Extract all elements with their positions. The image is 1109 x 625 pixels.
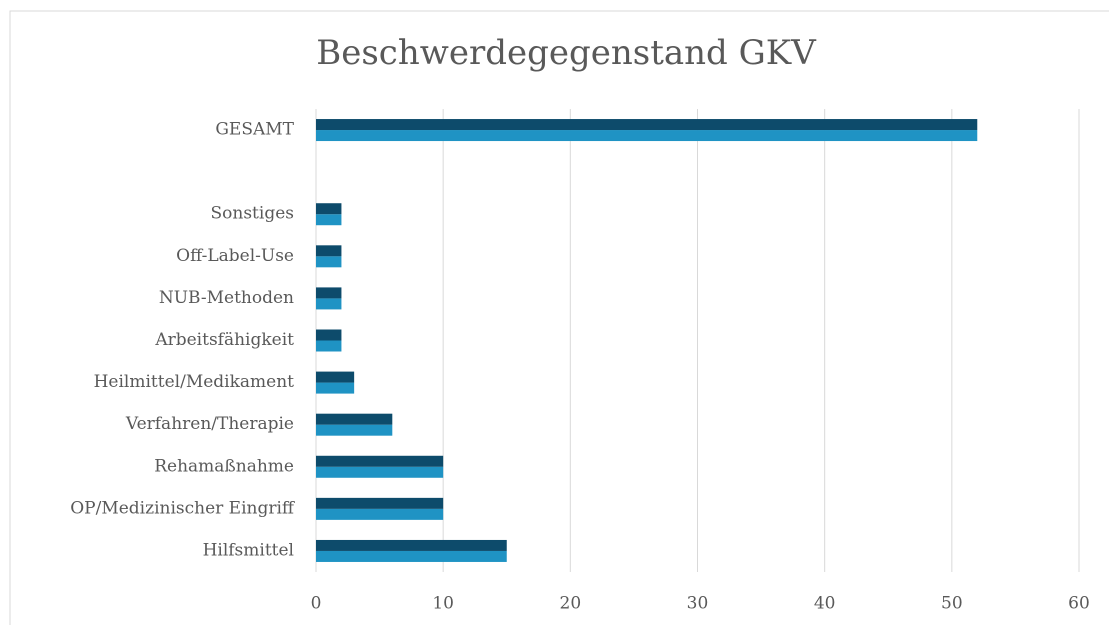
bar: [316, 382, 355, 394]
x-tick-label: 0: [311, 594, 322, 614]
bar: [316, 539, 507, 551]
x-tick-label: 60: [1068, 594, 1090, 614]
y-tick-label: Verfahren/Therapie: [125, 414, 294, 434]
bar: [316, 329, 342, 341]
bar: [316, 371, 355, 383]
bar: [316, 287, 342, 299]
y-tick-label: GESAMT: [215, 120, 294, 140]
x-tick-label: 20: [560, 594, 582, 614]
bar: [316, 340, 342, 352]
x-tick-label: 50: [941, 594, 963, 614]
y-tick-label: Heilmittel/Medikament: [94, 372, 295, 392]
chart-frame: [9, 10, 1109, 625]
bar: [316, 203, 342, 215]
y-tick-label: Arbeitsfähigkeit: [154, 330, 294, 350]
bar: [316, 119, 978, 131]
x-tick-label: 40: [814, 594, 836, 614]
bar: [316, 508, 444, 520]
y-tick-label: Rehamaßnahme: [154, 456, 294, 476]
bar: [316, 550, 507, 562]
x-tick-label: 10: [432, 594, 454, 614]
bar: [316, 214, 342, 226]
y-tick-label: OP/Medizinischer Eingriff: [70, 498, 296, 518]
bar: [316, 298, 342, 310]
bar: [316, 130, 978, 142]
bar: [316, 256, 342, 268]
y-tick-label: Off-Label-Use: [176, 246, 294, 266]
bar: [316, 455, 444, 467]
y-tick-label: Sonstiges: [211, 204, 295, 224]
x-tick-label: 30: [687, 594, 709, 614]
bar: [316, 497, 444, 509]
y-tick-label: Hilfsmittel: [203, 540, 294, 560]
chart-title: Beschwerdegegenstand GKV: [316, 33, 817, 73]
y-tick-label: NUB-Methoden: [159, 288, 294, 308]
bar: [316, 413, 393, 425]
bar: [316, 424, 393, 436]
bar: [316, 245, 342, 257]
bar: [316, 466, 444, 478]
